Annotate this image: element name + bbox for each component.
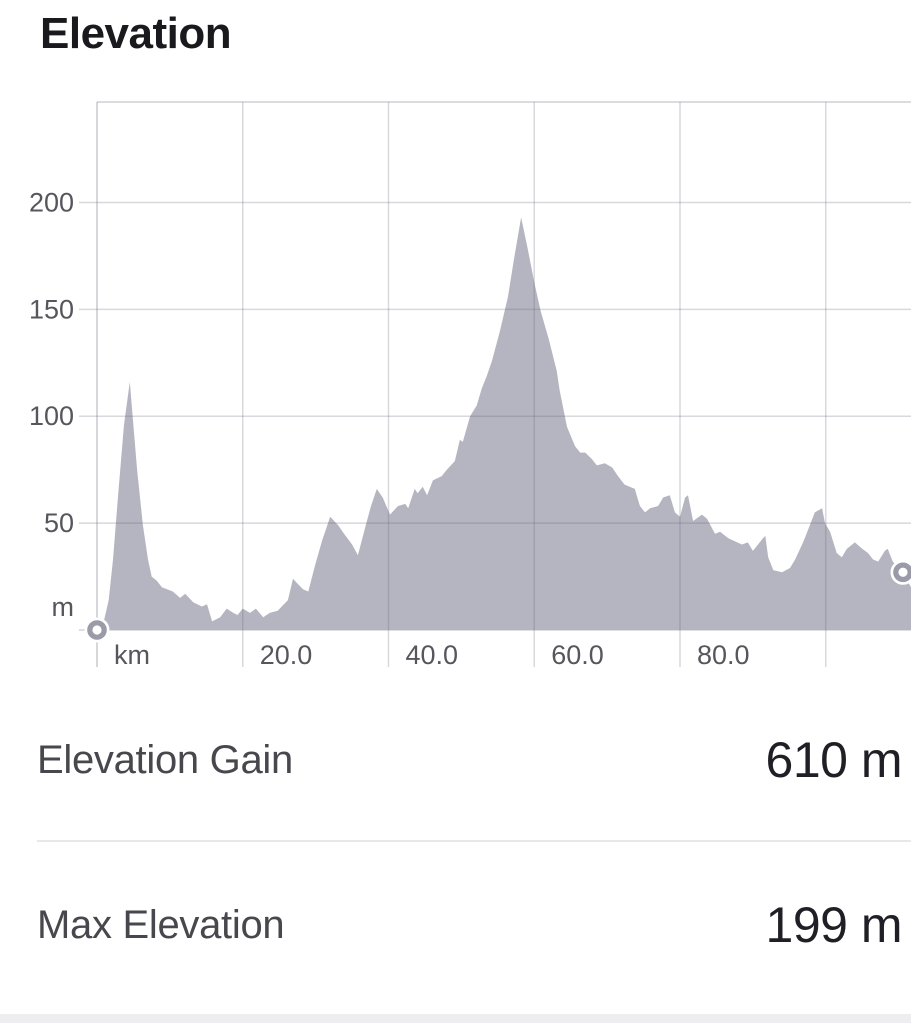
max-elevation-label: Max Elevation (37, 902, 285, 947)
y-tick-label-100: 100 (29, 401, 74, 431)
y-tick-label-50: 50 (44, 508, 74, 538)
x-tick-label-40.0: 40.0 (405, 640, 458, 670)
elevation-chart: 200 150 100 50 m km 20.0 40.0 60.0 80.0 (29, 101, 911, 670)
stat-row-elevation-gain: Elevation Gain 610 m (37, 722, 903, 798)
y-tick-label-m: m (52, 592, 75, 622)
page-title: Elevation (40, 9, 232, 58)
x-tick-label-km: km (114, 640, 150, 670)
row-divider (37, 840, 911, 842)
y-tick-label-150: 150 (29, 294, 74, 324)
x-tick-label-60.0: 60.0 (551, 640, 604, 670)
elevation-area (97, 217, 911, 630)
x-tick-label-80.0: 80.0 (697, 640, 750, 670)
route-end-marker[interactable] (893, 562, 911, 583)
route-start-marker[interactable] (87, 620, 107, 640)
elevation-gain-label: Elevation Gain (37, 737, 293, 782)
elevation-gain-value: 610 m (765, 732, 903, 788)
max-elevation-value: 199 m (765, 897, 903, 953)
stat-row-max-elevation: Max Elevation 199 m (37, 887, 903, 963)
x-tick-label-20.0: 20.0 (260, 640, 313, 670)
next-section-edge (0, 1014, 911, 1023)
y-tick-label-200: 200 (29, 187, 74, 217)
